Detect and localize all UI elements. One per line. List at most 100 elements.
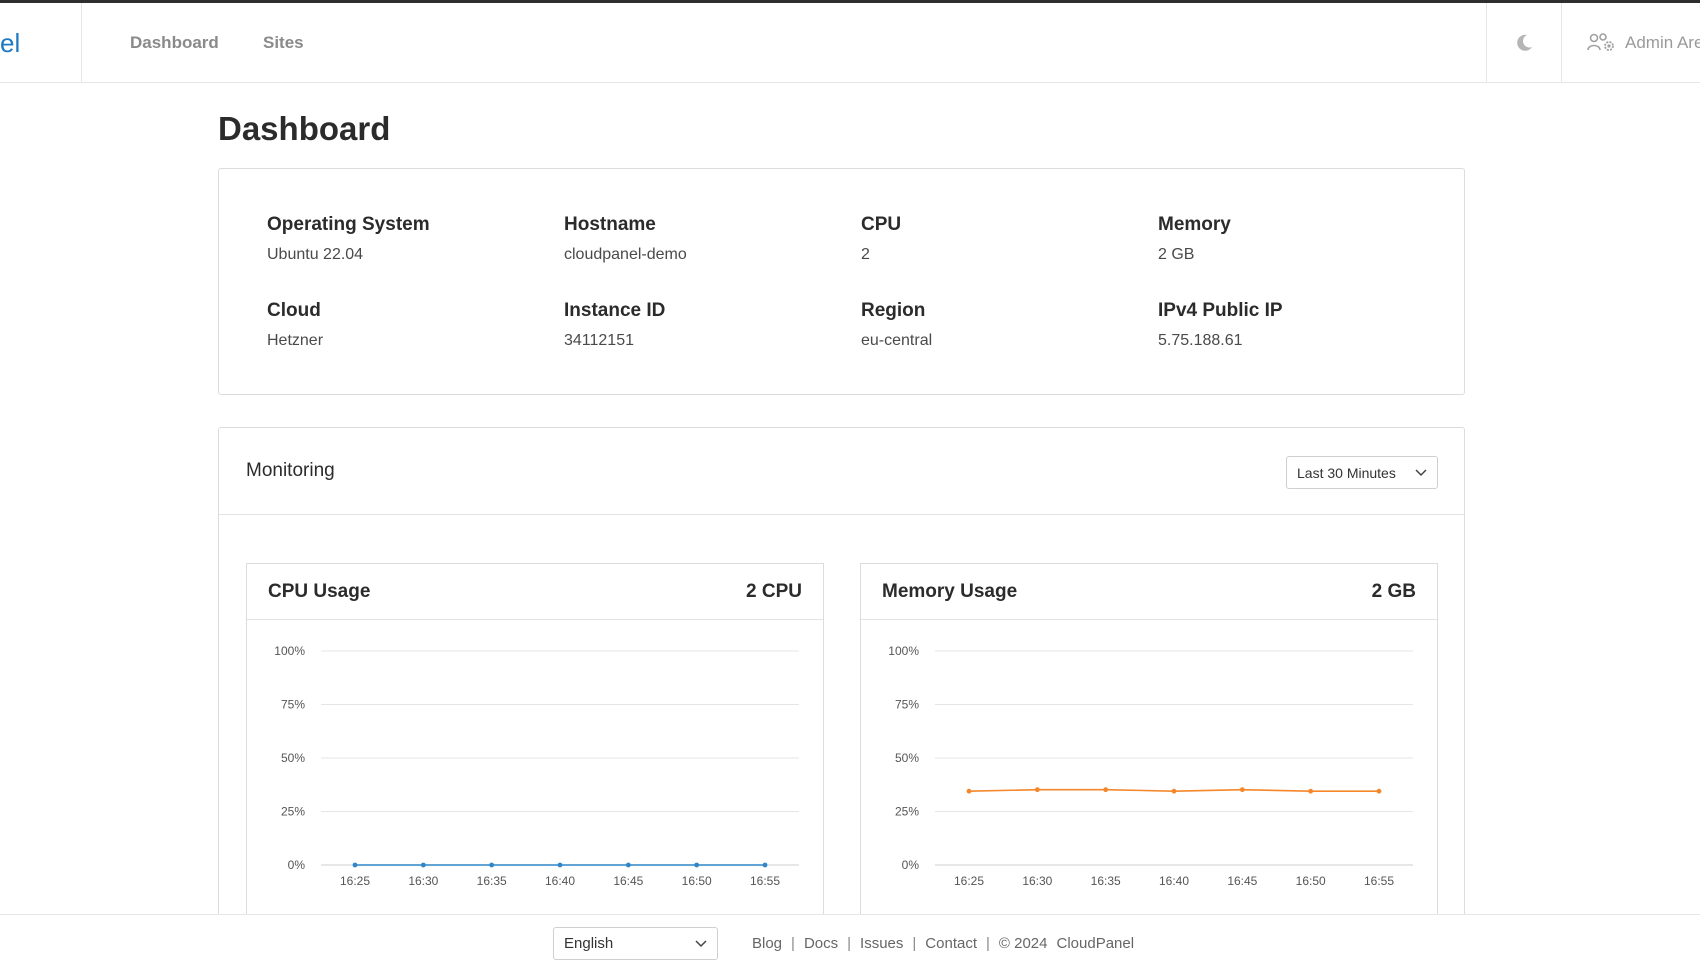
- y-tick-label: 0%: [902, 858, 920, 872]
- x-tick-label: 16:30: [408, 874, 438, 888]
- info-value: cloudpanel-demo: [564, 246, 687, 263]
- data-point[interactable]: [489, 862, 495, 868]
- data-point[interactable]: [762, 862, 768, 868]
- y-tick-label: 0%: [288, 858, 306, 872]
- x-tick-label: 16:30: [1022, 874, 1052, 888]
- admin-area-label: Admin Are: [1625, 33, 1700, 52]
- info-label: Memory: [1158, 214, 1231, 235]
- chart-header: Memory Usage 2 GB: [861, 564, 1437, 620]
- info-region: Region eu-central: [861, 300, 932, 350]
- x-tick-label: 16:40: [1159, 874, 1189, 888]
- data-point[interactable]: [694, 862, 700, 868]
- x-tick-label: 16:55: [750, 874, 780, 888]
- info-hostname: Hostname cloudpanel-demo: [564, 214, 687, 264]
- theme-toggle-button[interactable]: [1486, 3, 1562, 83]
- info-operating-system: Operating System Ubuntu 22.04: [267, 214, 430, 264]
- time-range-select[interactable]: Last 30 Minutes: [1286, 456, 1438, 489]
- server-info-card: Operating System Ubuntu 22.04 Hostname c…: [218, 168, 1465, 395]
- footer-link-contact[interactable]: Contact: [925, 934, 977, 952]
- chevron-down-icon: [695, 939, 707, 947]
- info-label: Cloud: [267, 300, 321, 321]
- footer: English Blog | Docs | Issues | Contact |…: [0, 914, 1700, 970]
- memory-usage-chart-card: Memory Usage 2 GB 100% 75% 50% 25% 0% 16:25 16…: [860, 563, 1438, 963]
- monitoring-title: Monitoring: [246, 460, 335, 481]
- info-value: 34112151: [564, 332, 634, 349]
- monitoring-header: Monitoring Last 30 Minutes: [219, 428, 1464, 515]
- info-value: 2: [861, 246, 870, 263]
- info-label: Operating System: [267, 214, 430, 235]
- nav-dashboard[interactable]: Dashboard: [130, 33, 219, 52]
- info-label: Region: [861, 300, 926, 321]
- footer-link-docs[interactable]: Docs: [803, 934, 839, 952]
- info-label: Instance ID: [564, 300, 666, 321]
- cpu-usage-chart: 100% 75% 50% 25% 0% 16:25 16:30 16:35 16:40 16:45…: [274, 644, 799, 888]
- y-tick-label: 50%: [281, 751, 305, 765]
- x-tick-label: 16:25: [340, 874, 370, 888]
- data-point[interactable]: [1103, 787, 1109, 793]
- brand-text: el: [0, 28, 21, 58]
- info-value: eu-central: [861, 332, 933, 349]
- x-tick-label: 16:25: [954, 874, 984, 888]
- brand-logo[interactable]: el: [0, 3, 82, 83]
- memory-usage-chart: 100% 75% 50% 25% 0% 16:25 16:30 16:35 16:40 16:45…: [888, 644, 1413, 888]
- separator: |: [986, 934, 990, 952]
- chart-header: CPU Usage 2 CPU: [247, 564, 823, 620]
- chart-badge: 2 CPU: [746, 580, 802, 602]
- info-value: 5.75.188.61: [1158, 332, 1243, 349]
- info-cpu: CPU 2: [861, 214, 901, 264]
- footer-link-blog[interactable]: Blog: [752, 934, 783, 952]
- copyright: © 2024: [998, 934, 1048, 952]
- x-tick-label: 16:45: [1227, 874, 1257, 888]
- info-value: 2 GB: [1158, 246, 1195, 263]
- y-tick-label: 75%: [281, 698, 305, 712]
- separator: |: [791, 934, 795, 952]
- monitoring-card: Monitoring Last 30 Minutes CPU Usage 2 C…: [218, 427, 1465, 963]
- cpu-usage-chart-card: CPU Usage 2 CPU 100% 75% 50% 25% 0% 16:25 16:3…: [246, 563, 824, 963]
- data-point[interactable]: [966, 788, 972, 794]
- info-value: Ubuntu 22.04: [267, 246, 364, 263]
- x-tick-label: 16:40: [545, 874, 575, 888]
- x-tick-label: 16:35: [477, 874, 507, 888]
- x-tick-label: 16:50: [1296, 874, 1326, 888]
- language-select[interactable]: English: [553, 927, 718, 960]
- data-point[interactable]: [557, 862, 563, 868]
- x-tick-label: 16:35: [1091, 874, 1121, 888]
- data-point[interactable]: [625, 862, 631, 868]
- info-label: CPU: [861, 214, 902, 235]
- data-point[interactable]: [420, 862, 426, 868]
- info-cloud: Cloud Hetzner: [267, 300, 323, 350]
- data-point[interactable]: [1308, 788, 1314, 794]
- time-range-value: Last 30 Minutes: [1297, 464, 1396, 481]
- info-memory: Memory 2 GB: [1158, 214, 1231, 264]
- nav-sites[interactable]: Sites: [263, 33, 304, 52]
- footer-link-issues[interactable]: Issues: [860, 934, 904, 952]
- footer-links: Blog | Docs | Issues | Contact | © 2024 …: [752, 915, 1134, 970]
- top-navbar: el Dashboard Sites Admin Are: [0, 0, 1700, 83]
- data-point[interactable]: [1034, 787, 1040, 793]
- separator: |: [912, 934, 917, 952]
- info-label: IPv4 Public IP: [1158, 300, 1283, 321]
- language-value: English: [564, 935, 614, 952]
- info-ipv4-public-ip: IPv4 Public IP 5.75.188.61: [1158, 300, 1283, 350]
- info-label: Hostname: [564, 214, 656, 235]
- x-tick-label: 16:50: [682, 874, 712, 888]
- admin-area-link[interactable]: Admin Are: [1587, 3, 1700, 83]
- data-point[interactable]: [352, 862, 358, 868]
- y-tick-label: 75%: [895, 698, 919, 712]
- y-tick-label: 25%: [895, 805, 919, 819]
- data-point[interactable]: [1171, 788, 1177, 794]
- moon-icon: [1517, 34, 1532, 51]
- separator: |: [847, 934, 852, 952]
- x-tick-label: 16:45: [613, 874, 643, 888]
- chart-title: CPU Usage: [268, 580, 371, 602]
- data-point[interactable]: [1239, 787, 1245, 793]
- chevron-down-icon: [1415, 468, 1427, 476]
- chart-badge: 2 GB: [1371, 580, 1416, 602]
- y-tick-label: 100%: [888, 644, 919, 658]
- chart-title: Memory Usage: [882, 580, 1018, 602]
- data-point[interactable]: [1376, 788, 1382, 794]
- info-instance-id: Instance ID 34112151: [564, 300, 665, 350]
- y-tick-label: 50%: [895, 751, 919, 765]
- footer-product-name: CloudPanel: [1056, 934, 1135, 952]
- info-value: Hetzner: [267, 332, 324, 349]
